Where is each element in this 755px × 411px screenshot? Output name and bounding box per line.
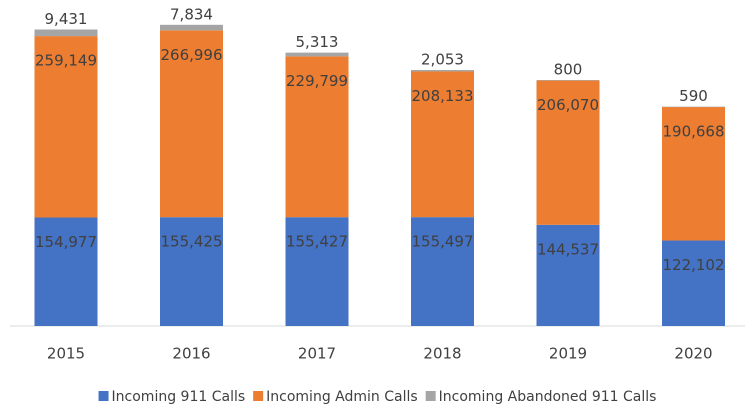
bar-segment [411, 71, 474, 218]
bar-segment [536, 80, 600, 225]
x-tick-label: 2018 [423, 345, 461, 363]
bar-segment [34, 36, 98, 218]
data-label: 5,313 [296, 33, 339, 51]
bar-segment [34, 217, 98, 326]
legend-label: Incoming Abandoned 911 Calls [439, 389, 657, 405]
x-tick-label: 2020 [674, 345, 712, 363]
bar-segment [662, 240, 725, 326]
bar-segment [411, 70, 474, 72]
data-label: 9,431 [45, 10, 88, 28]
x-tick-label: 2017 [298, 345, 336, 363]
x-tick-label: 2019 [549, 345, 587, 363]
data-label: 208,133 [411, 87, 473, 105]
bar-segment [285, 52, 349, 57]
data-label: 206,070 [537, 96, 599, 114]
data-label: 155,427 [286, 233, 348, 251]
data-label: 229,799 [286, 72, 348, 90]
bar-segment [536, 80, 600, 81]
data-label: 190,668 [662, 123, 724, 141]
legend-swatch [253, 391, 264, 401]
data-label: 7,834 [170, 5, 213, 23]
legend-label: Incoming 911 Calls [112, 389, 246, 405]
legend-label: Incoming Admin Calls [266, 389, 418, 405]
bar-segment [285, 56, 349, 218]
bar-segment [411, 217, 474, 326]
data-label: 155,497 [411, 233, 473, 251]
data-label: 590 [679, 87, 708, 105]
bar-segment [536, 224, 600, 326]
x-tick-label: 2015 [47, 345, 85, 363]
bar-segment [662, 107, 725, 241]
legend-swatch [98, 391, 109, 401]
bar-segment [285, 217, 349, 326]
data-label: 154,977 [35, 233, 97, 251]
bar-segment [160, 24, 223, 31]
x-tick-label: 2016 [172, 345, 210, 363]
bar-segment [34, 29, 98, 37]
bar-segment [160, 217, 223, 326]
legend: Incoming 911 Calls Incoming Admin Calls In… [98, 389, 657, 405]
data-label: 144,537 [537, 240, 599, 258]
data-label: 266,996 [160, 46, 222, 64]
data-label: 2,053 [421, 51, 464, 69]
data-label: 259,149 [35, 52, 97, 70]
bar-segment [160, 30, 223, 218]
data-label: 800 [554, 61, 583, 79]
legend-swatch [425, 391, 436, 401]
data-label: 122,102 [662, 256, 724, 274]
data-label: 155,425 [160, 233, 222, 251]
